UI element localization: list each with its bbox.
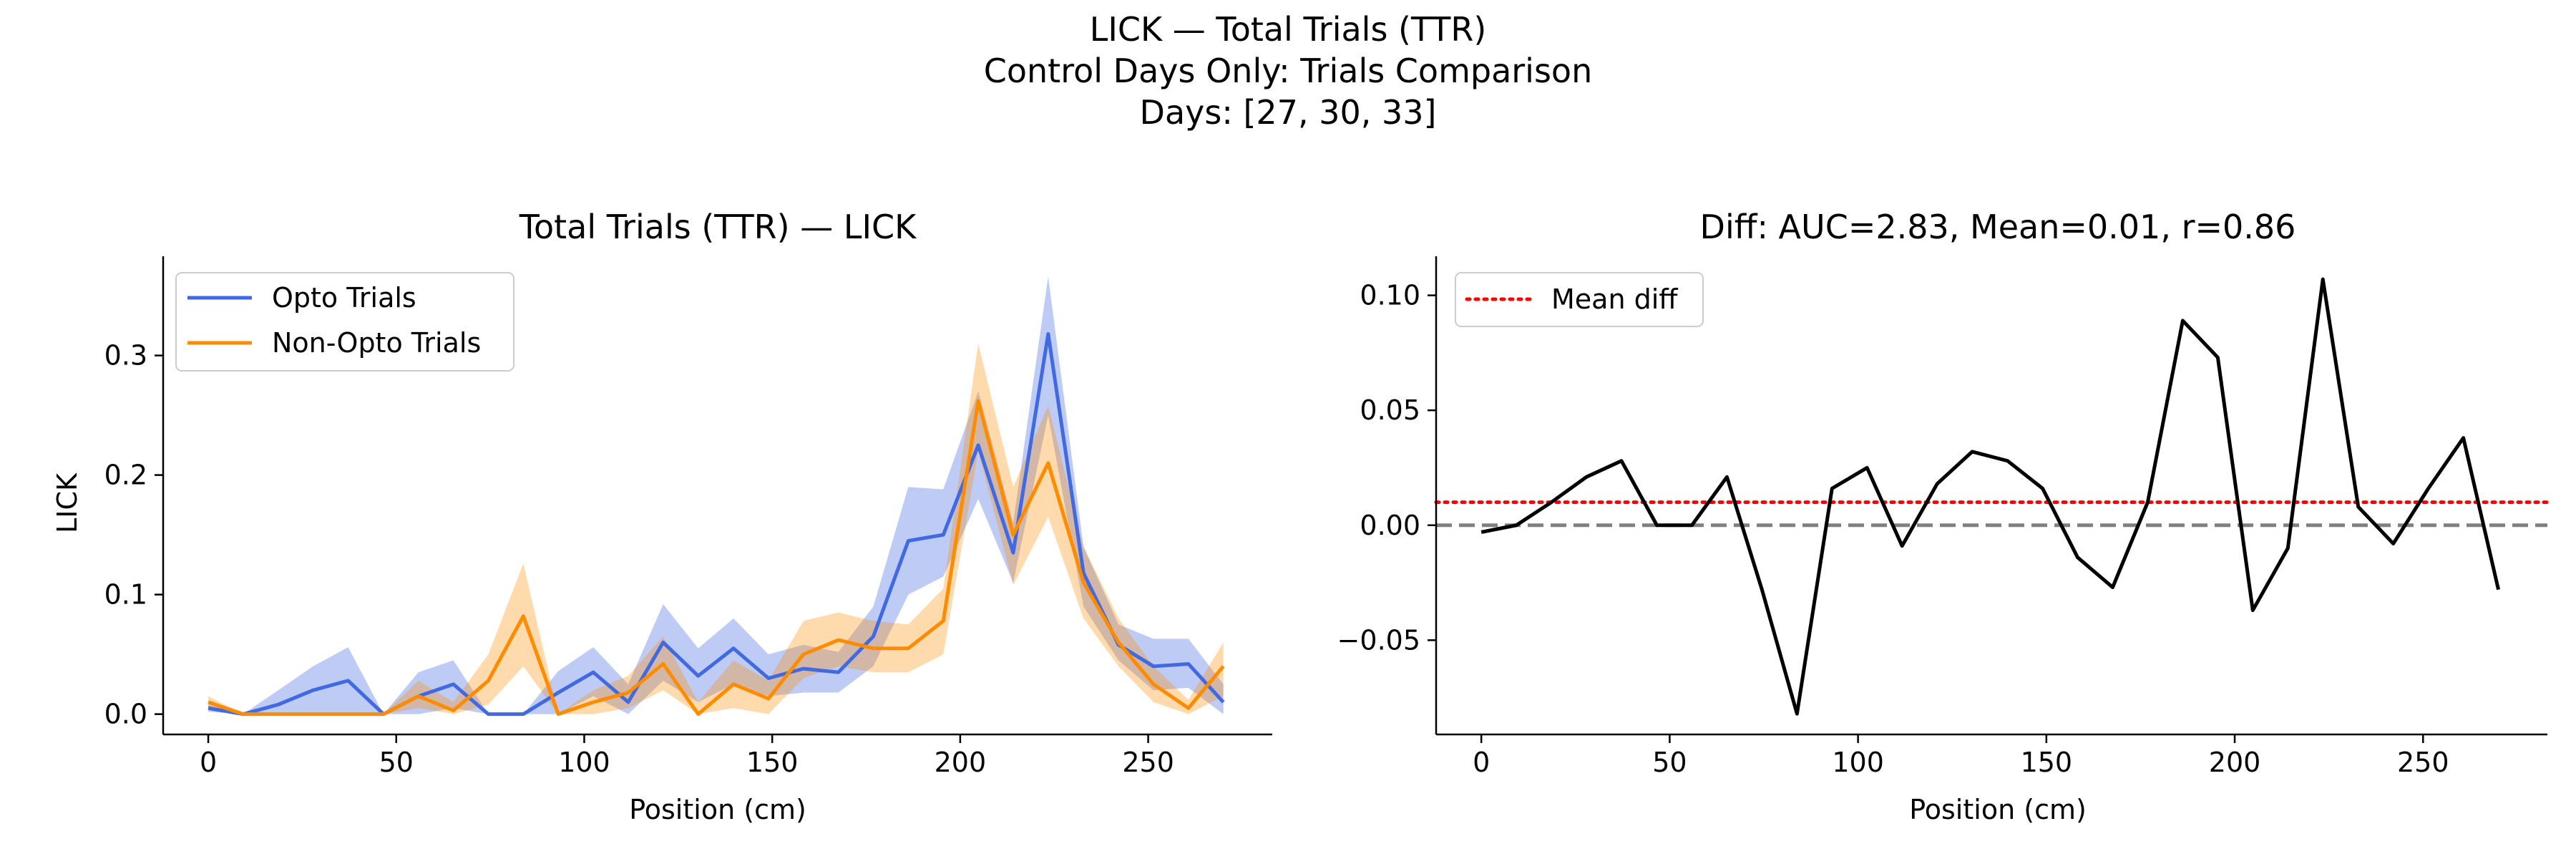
- left-axes: 0 50 100 150 200 250 0.0 0.1 0.2 0.3: [104, 256, 1272, 778]
- left-x-tick-label: 50: [379, 747, 414, 778]
- right-x-tick-label: 100: [1832, 747, 1884, 778]
- right-y-tick-label: −0.05: [1337, 624, 1420, 656]
- right-x-tick-label: 200: [2209, 747, 2261, 778]
- opto-error-band: [208, 276, 1224, 714]
- non-opto-error-band: [208, 343, 1224, 714]
- diff-line: [1480, 277, 2500, 716]
- figure-title-line-3: Days: [27, 30, 33]: [1139, 93, 1437, 132]
- left-y-axis-label: LICK: [52, 472, 83, 533]
- left-x-tick-label: 250: [1122, 747, 1174, 778]
- right-x-axis-label: Position (cm): [1909, 794, 2087, 825]
- right-x-tick-label: 150: [2021, 747, 2073, 778]
- right-panel: Diff: AUC=2.83, Mean=0.01, r=0.86 Positi…: [1337, 208, 2550, 825]
- right-y-tick-label: 0.00: [1360, 510, 1420, 541]
- legend-box: [1455, 272, 1704, 327]
- non-opto-trials-line: [208, 399, 1225, 717]
- left-confidence-bands: [208, 276, 1224, 714]
- left-y-tick-label: 0.0: [104, 699, 147, 730]
- legend-opto-label: Opto Trials: [272, 282, 416, 314]
- right-panel-title: Diff: AUC=2.83, Mean=0.01, r=0.86: [1700, 208, 2296, 246]
- right-y-tick-label: 0.05: [1360, 394, 1420, 426]
- opto-trials-line: [208, 332, 1225, 717]
- legend-non-opto-label: Non-Opto Trials: [272, 327, 481, 359]
- left-panel-title: Total Trials (TTR) — LICK: [519, 208, 917, 246]
- left-x-tick-label: 150: [746, 747, 799, 778]
- left-series-lines: [208, 332, 1225, 717]
- legend-box: [175, 272, 514, 372]
- left-y-tick-label: 0.2: [104, 460, 147, 491]
- figure-title: LICK — Total Trials (TTR) Control Days O…: [0, 9, 2576, 133]
- left-x-tick-label: 0: [200, 747, 217, 778]
- left-x-axis-label: Position (cm): [629, 794, 806, 825]
- right-x-tick-label: 50: [1652, 747, 1687, 778]
- right-x-tick-label: 250: [2397, 747, 2449, 778]
- right-y-tick-label: 0.10: [1360, 280, 1420, 311]
- left-legend: Opto Trials Non-Opto Trials: [175, 272, 514, 372]
- legend-mean-diff-label: Mean diff: [1551, 283, 1678, 315]
- left-panel: Total Trials (TTR) — LICK LICK Position …: [52, 208, 1272, 825]
- right-axes: 0 50 100 150 200 250 −0.05 0.00 0.05 0.10: [1337, 256, 2547, 778]
- right-x-tick-label: 0: [1473, 747, 1490, 778]
- left-y-tick-label: 0.3: [104, 340, 147, 372]
- right-reference-lines: [1434, 500, 2550, 528]
- left-x-tick-label: 100: [558, 747, 610, 778]
- figure-title-line-2: Control Days Only: Trials Comparison: [983, 52, 1593, 90]
- left-y-tick-label: 0.1: [104, 579, 147, 611]
- right-diff-line: [1480, 277, 2500, 716]
- figure-title-line-1: LICK — Total Trials (TTR): [1089, 10, 1487, 49]
- right-legend: Mean diff: [1455, 272, 1704, 327]
- left-x-tick-label: 200: [935, 747, 987, 778]
